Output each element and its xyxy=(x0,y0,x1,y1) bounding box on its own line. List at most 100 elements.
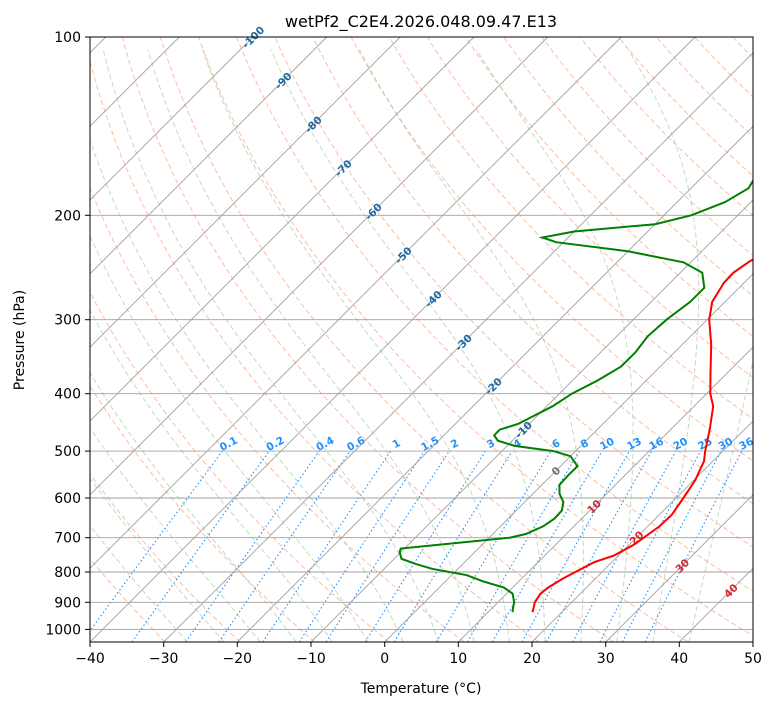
isotherm-label: -20 xyxy=(483,376,505,398)
dry-adiabat-line xyxy=(694,37,753,98)
dry-adiabat-line xyxy=(90,557,166,642)
mixing-ratio-line xyxy=(262,450,392,642)
isotherm-label: -30 xyxy=(453,332,475,354)
isotherm-line xyxy=(90,37,401,348)
isotherm-label: 30 xyxy=(673,557,692,576)
isotherm-line xyxy=(531,420,753,642)
x-tick-label: −40 xyxy=(75,651,105,667)
dry-adiabat-line xyxy=(121,37,614,642)
dry-adiabat-line xyxy=(90,472,241,642)
moist-adiabat-line xyxy=(90,309,333,642)
y-axis: 100 200 300 400 500 600 700 800 900 1000 xyxy=(45,30,90,638)
x-tick-label: −10 xyxy=(296,651,326,667)
isotherm-line xyxy=(90,37,622,569)
mixing-ratio-line xyxy=(325,450,450,642)
x-tick-label: 40 xyxy=(670,651,688,667)
dry-adiabat-line xyxy=(732,37,753,59)
y-axis-label: Pressure (hPa) xyxy=(12,290,28,390)
x-tick-label: 10 xyxy=(449,651,467,667)
isotherm-line xyxy=(457,346,753,642)
chart-title: wetPf2_C2E4.2026.048.09.47.E13 xyxy=(285,12,557,32)
isotherm-line xyxy=(678,567,753,642)
mixing-ratio-line xyxy=(572,450,677,642)
dry-adiabat-line xyxy=(236,37,753,592)
moist-adiabat-line xyxy=(147,49,475,642)
isotherm-label: -40 xyxy=(423,289,445,311)
y-tick-label: 600 xyxy=(54,491,81,507)
isotherm-label: 10 xyxy=(585,498,604,517)
dry-adiabat-line xyxy=(503,37,753,297)
isotherm-line xyxy=(90,37,696,642)
mixing-ratio-line xyxy=(435,450,552,642)
isotherm-line xyxy=(605,494,753,642)
x-tick-label: 30 xyxy=(597,651,615,667)
x-axis: −40 −30 −20 −10 0 10 20 30 40 50 xyxy=(75,642,762,667)
dry-adiabat-line xyxy=(159,37,689,642)
mixing-ratio-label: 1 xyxy=(391,437,403,451)
isotherm-label: 0 xyxy=(550,465,564,479)
isotherm-label: -60 xyxy=(363,201,385,223)
dry-adiabat-line xyxy=(541,37,753,257)
isotherm-label: -70 xyxy=(333,158,355,180)
isotherm-line xyxy=(310,199,753,642)
dry-adiabat-line xyxy=(350,37,753,462)
background-lines xyxy=(90,37,775,642)
isotherm-label: -80 xyxy=(303,114,325,136)
plot-frame xyxy=(89,36,754,643)
dry-adiabat-line xyxy=(90,186,465,642)
x-tick-label: 50 xyxy=(744,651,762,667)
x-tick-label: 0 xyxy=(380,651,389,667)
mixing-ratio-line xyxy=(298,450,425,642)
mixing-ratio-line xyxy=(521,450,630,642)
y-tick-label: 900 xyxy=(54,595,81,611)
y-tick-label: 200 xyxy=(54,208,81,224)
moist-adiabat-line xyxy=(102,49,439,642)
mixing-ratio-line xyxy=(644,450,743,642)
dry-adiabat-line xyxy=(771,37,775,642)
dry-adiabat-line xyxy=(90,384,316,642)
x-tick-label: 20 xyxy=(523,651,541,667)
isotherm-line xyxy=(90,37,475,422)
isotherm-line xyxy=(90,37,549,496)
isotherm-line xyxy=(163,52,753,642)
dry-adiabat-line xyxy=(388,37,753,420)
isotherm-line xyxy=(236,125,753,642)
mixing-ratio-label: 2 xyxy=(449,437,461,451)
isotherm-label: -90 xyxy=(273,70,295,92)
moist-adiabat-line xyxy=(201,49,510,642)
dry-adiabat-line xyxy=(274,37,753,548)
y-tick-label: 100 xyxy=(54,30,81,46)
y-tick-label: 700 xyxy=(54,531,81,547)
y-tick-label: 300 xyxy=(54,313,81,329)
moist-adiabat-line xyxy=(270,49,546,642)
y-tick-label: 1000 xyxy=(45,622,81,638)
mixing-ratio-label: 30 xyxy=(716,435,735,452)
moist-adiabat-line xyxy=(627,49,700,642)
mixing-ratio-line xyxy=(90,450,223,632)
dry-adiabat-line xyxy=(90,59,540,642)
dry-adiabat-line xyxy=(198,37,753,637)
moist-adiabat-line xyxy=(475,49,634,642)
isotherm-line xyxy=(384,273,753,642)
mixing-ratio-label: 6 xyxy=(550,437,562,451)
x-tick-label: −20 xyxy=(223,651,253,667)
dry-adiabat-line xyxy=(90,291,390,642)
y-tick-label: 800 xyxy=(54,565,81,581)
mixing-ratio-label: 13 xyxy=(625,435,644,452)
mixing-ratio-line xyxy=(185,450,320,642)
isotherm-line xyxy=(752,641,753,642)
isotherm-line xyxy=(90,37,254,201)
isotherm-label: 40 xyxy=(722,582,741,601)
moist-adiabat-line xyxy=(90,234,369,642)
dry-adiabat-line xyxy=(656,37,753,138)
sounding-series xyxy=(398,178,753,613)
mixing-ratio-line xyxy=(131,450,270,642)
isotherm-label: -50 xyxy=(393,245,415,267)
y-tick-label: 400 xyxy=(54,387,81,403)
mixing-ratio-label: 10 xyxy=(598,435,617,452)
isotherm-line xyxy=(90,37,328,275)
moist-adiabat-line xyxy=(90,524,188,642)
moist-adiabat-line xyxy=(688,358,753,642)
mixing-ratio-line xyxy=(218,450,351,642)
